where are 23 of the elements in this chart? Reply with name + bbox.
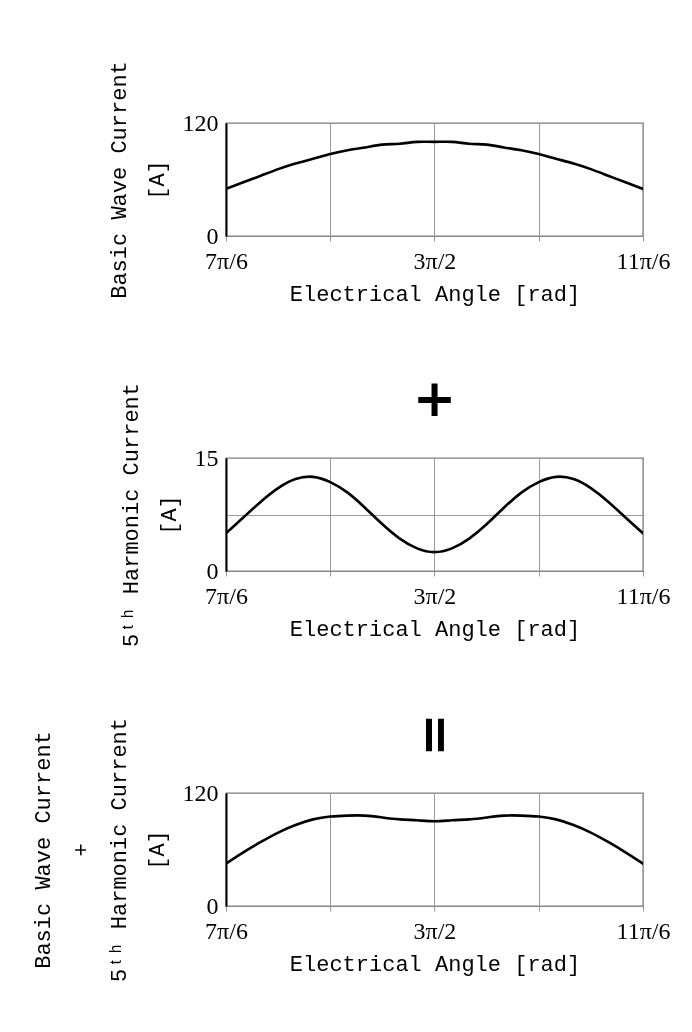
x-axis-title: Electrical Angle [rad]	[289, 617, 581, 643]
y-axis-title: 5ᵗʰ Harmonic Current [A]	[119, 382, 183, 648]
x-tick-label: 3π/2	[413, 582, 457, 609]
x-tick-label: 7π/6	[205, 247, 248, 274]
y-tick-label: 0	[206, 222, 219, 249]
y-tick-label: 15	[194, 444, 219, 471]
x-tick-label: 3π/2	[413, 247, 457, 274]
x-tick-label: 11π/6	[616, 582, 671, 609]
x-tick-label: 11π/6	[616, 917, 671, 944]
x-tick-label: 7π/6	[205, 917, 248, 944]
y-tick-label: 0	[206, 892, 219, 919]
x-tick-label: 11π/6	[616, 247, 671, 274]
y-axis-title: Basic Wave Current + 5ᵗʰ Harmonic Current [A]	[31, 717, 171, 983]
text: +	[412, 368, 457, 428]
y-axis-title: Basic Wave Current [A]	[107, 61, 171, 299]
text: =	[406, 713, 467, 757]
y-tick-label: 120	[182, 779, 219, 806]
x-axis-title: Electrical Angle [rad]	[289, 952, 581, 978]
y-tick-label: 0	[206, 557, 219, 584]
y-tick-label: 120	[182, 109, 219, 136]
x-tick-label: 3π/2	[413, 917, 457, 944]
x-axis-title: Electrical Angle [rad]	[289, 282, 581, 308]
x-tick-label: 7π/6	[205, 582, 248, 609]
